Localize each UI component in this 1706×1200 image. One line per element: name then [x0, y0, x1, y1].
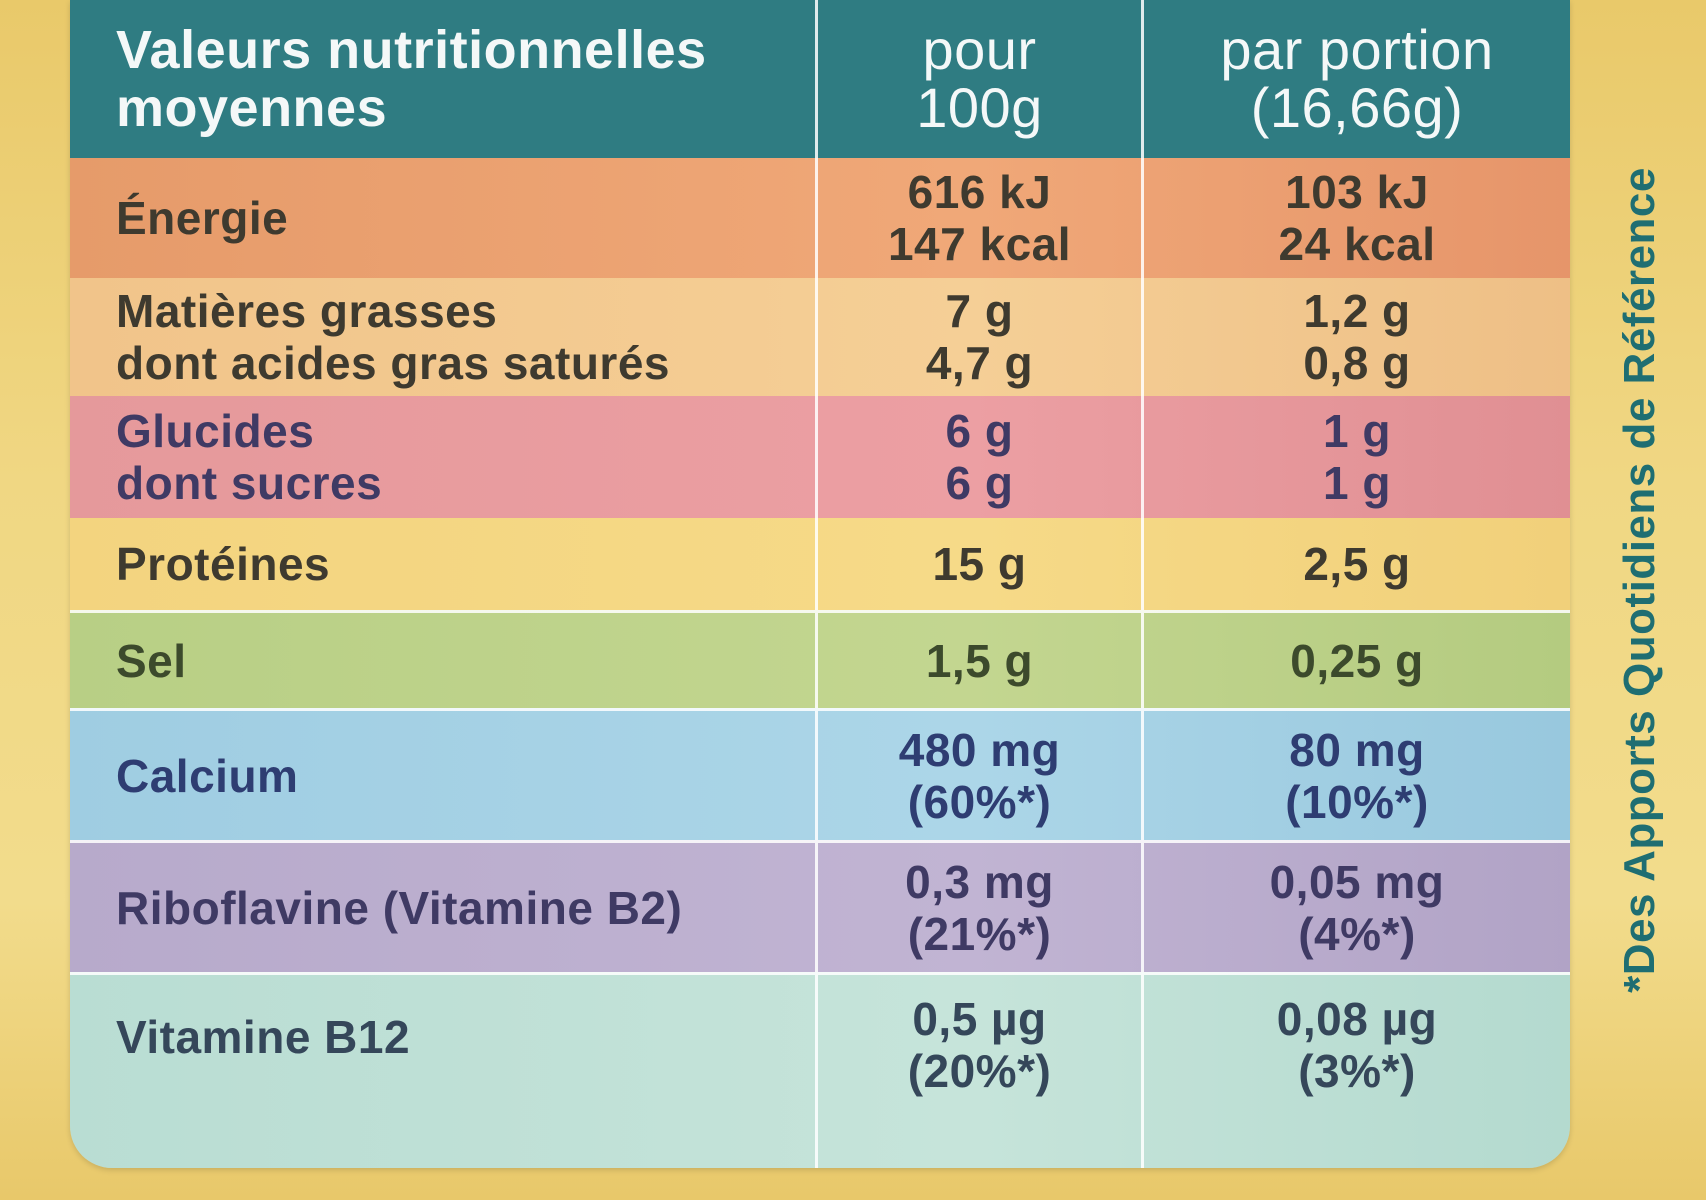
row-per100-cell: 1,5 g	[815, 613, 1141, 708]
row-per100-cell: 616 kJ 147 kcal	[815, 158, 1141, 278]
row-portion-line2: 0,8 g	[1303, 337, 1411, 389]
row-label: Riboflavine (Vitamine B2)	[116, 881, 683, 934]
row-per100-cell: 0,3 mg (21%*)	[815, 843, 1141, 972]
row-portion-line1: 1 g	[1323, 405, 1391, 457]
row-label: Calcium	[116, 749, 299, 802]
row-per100-line2: 6 g	[945, 457, 1014, 509]
row-label: Matières grasses	[116, 285, 498, 337]
row-portion-value: 0,25 g	[1290, 634, 1424, 687]
table-row-energie: Énergie 616 kJ 147 kcal 103 kJ 24 kcal	[70, 158, 1570, 278]
header-portion-line1: par portion	[1220, 18, 1494, 81]
row-per100-value: 15 g	[932, 538, 1027, 590]
table-row-calcium: Calcium 480 mg (60%*) 80 mg (10%*)	[70, 708, 1570, 840]
row-portion-line1: 0,08 µg	[1276, 993, 1438, 1045]
row-per100-line2: (20%*)	[907, 1045, 1052, 1097]
nutrition-table: Valeurs nutritionnelles moyennes pour 10…	[70, 0, 1570, 1168]
row-portion-value: 2,5 g	[1303, 538, 1411, 590]
row-label-cell: Énergie	[70, 158, 815, 278]
row-portion-cell: 80 mg (10%*)	[1141, 711, 1570, 840]
row-label-cell: Riboflavine (Vitamine B2)	[70, 843, 815, 972]
row-label-cell: Glucides dont sucres	[70, 396, 815, 518]
table-row-riboflavine: Riboflavine (Vitamine B2) 0,3 mg (21%*) …	[70, 840, 1570, 972]
row-per100-line1: 0,5 µg	[912, 993, 1047, 1045]
header-label-line2: moyennes	[116, 78, 388, 138]
row-portion-cell: 103 kJ 24 kcal	[1141, 158, 1570, 278]
row-per100-line2: (60%*)	[907, 775, 1052, 828]
table-row-vitamine-b12: Vitamine B12 0,5 µg (20%*) 0,08 µg (3%*)	[70, 972, 1570, 1168]
row-per100-line2: 4,7 g	[925, 337, 1034, 389]
row-label: Énergie	[116, 192, 289, 244]
row-per100-line1: 7 g	[945, 285, 1014, 337]
row-portion-line1: 80 mg	[1289, 723, 1425, 776]
row-per100-cell: 15 g	[815, 518, 1141, 610]
row-portion-line1: 103 kJ	[1285, 166, 1429, 218]
row-per100-cell: 6 g 6 g	[815, 396, 1141, 518]
header-label-cell: Valeurs nutritionnelles moyennes	[70, 0, 815, 158]
table-row-proteines: Protéines 15 g 2,5 g	[70, 518, 1570, 610]
table-row-matieres-grasses: Matières grasses dont acides gras saturé…	[70, 278, 1570, 396]
row-label: Sel	[116, 634, 187, 687]
row-per100-line1: 6 g	[945, 405, 1014, 457]
row-label-cell: Calcium	[70, 711, 815, 840]
table-row-sel: Sel 1,5 g 0,25 g	[70, 610, 1570, 708]
row-label-cell: Matières grasses dont acides gras saturé…	[70, 278, 815, 396]
row-label-cell: Vitamine B12	[70, 975, 815, 1168]
row-per100-line1: 0,3 mg	[905, 855, 1054, 908]
row-portion-line2: (10%*)	[1285, 775, 1429, 828]
row-per100-line1: 616 kJ	[907, 166, 1052, 218]
header-per100-line1: pour	[922, 18, 1037, 81]
header-portion-cell: par portion (16,66g)	[1141, 0, 1570, 158]
row-portion-line1: 0,05 mg	[1269, 855, 1445, 908]
row-sublabel: dont acides gras saturés	[116, 337, 670, 389]
header-label-line1: Valeurs nutritionnelles	[116, 20, 707, 80]
row-portion-cell: 0,05 mg (4%*)	[1141, 843, 1570, 972]
row-per100-line1: 480 mg	[898, 723, 1061, 776]
row-label: Glucides	[116, 405, 315, 457]
row-portion-line1: 1,2 g	[1303, 285, 1411, 337]
row-sublabel: dont sucres	[116, 457, 383, 509]
row-portion-line2: 1 g	[1323, 457, 1391, 509]
row-label: Vitamine B12	[116, 1011, 411, 1063]
row-label: Protéines	[116, 538, 331, 590]
row-portion-line2: (4%*)	[1298, 907, 1416, 960]
row-per100-line2: (21%*)	[907, 907, 1052, 960]
row-per100-cell: 7 g 4,7 g	[815, 278, 1141, 396]
row-per100-cell: 0,5 µg (20%*)	[815, 975, 1141, 1168]
footnote-text: *Des Apports Quotidiens de Référence	[1615, 167, 1664, 993]
row-portion-cell: 1 g 1 g	[1141, 396, 1570, 518]
header-portion-line2: (16,66g)	[1250, 76, 1464, 139]
table-row-glucides: Glucides dont sucres 6 g 6 g 1 g 1 g	[70, 396, 1570, 518]
row-per100-line2: 147 kcal	[887, 218, 1072, 270]
footnote-container: *Des Apports Quotidiens de Référence	[1600, 40, 1680, 1120]
table-header: Valeurs nutritionnelles moyennes pour 10…	[70, 0, 1570, 158]
row-label-cell: Sel	[70, 613, 815, 708]
row-portion-cell: 0,25 g	[1141, 613, 1570, 708]
row-label-cell: Protéines	[70, 518, 815, 610]
header-per100-cell: pour 100g	[815, 0, 1141, 158]
row-portion-cell: 2,5 g	[1141, 518, 1570, 610]
row-per100-cell: 480 mg (60%*)	[815, 711, 1141, 840]
row-portion-cell: 0,08 µg (3%*)	[1141, 975, 1570, 1168]
row-portion-line2: 24 kcal	[1278, 218, 1436, 270]
header-per100-line2: 100g	[916, 76, 1043, 139]
row-portion-line2: (3%*)	[1298, 1045, 1416, 1097]
row-portion-cell: 1,2 g 0,8 g	[1141, 278, 1570, 396]
row-per100-value: 1,5 g	[925, 634, 1034, 687]
